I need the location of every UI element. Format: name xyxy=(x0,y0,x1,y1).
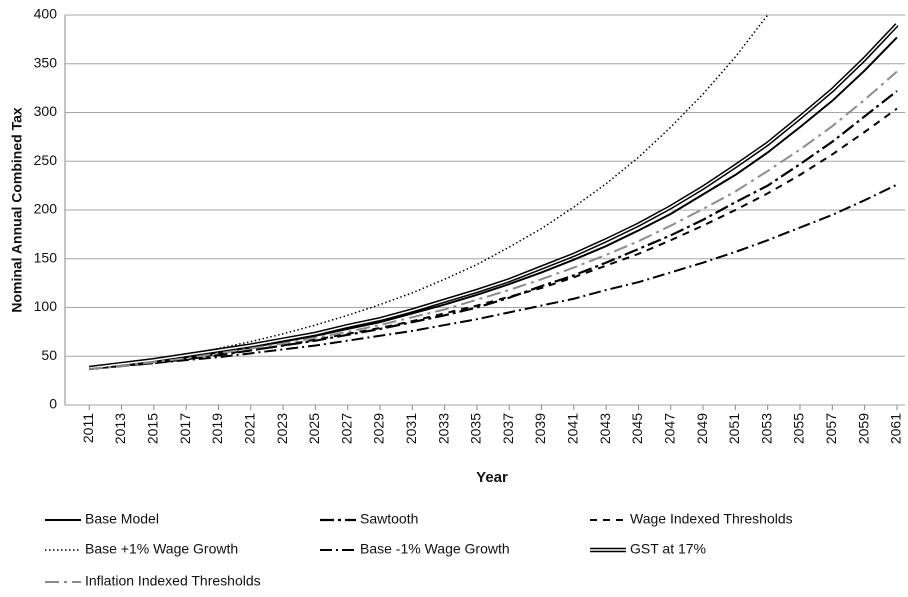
x-tick-label: 2027 xyxy=(338,413,354,444)
x-tick-label: 2025 xyxy=(306,413,322,444)
x-tick-label: 2041 xyxy=(565,413,581,444)
x-tick-label: 2037 xyxy=(500,413,516,444)
y-tick-label: 200 xyxy=(34,201,58,217)
series-line xyxy=(89,107,898,370)
plot-area xyxy=(88,15,899,371)
x-tick-label: 2019 xyxy=(209,413,225,444)
legend-label: Sawtooth xyxy=(360,511,418,527)
x-tick-label: 2021 xyxy=(241,413,257,444)
x-tick-label: 2053 xyxy=(758,413,774,444)
y-tick-label: 0 xyxy=(49,396,57,412)
x-tick-label: 2059 xyxy=(855,413,871,444)
series-line-inner xyxy=(89,24,898,369)
x-tick-label: 2031 xyxy=(403,413,419,444)
x-tick-label: 2047 xyxy=(661,413,677,444)
series-line xyxy=(89,183,898,370)
x-tick-label: 2043 xyxy=(597,413,613,444)
x-tick-label: 2023 xyxy=(274,413,290,444)
y-tick-label: 250 xyxy=(34,152,58,168)
x-tick-label: 2051 xyxy=(726,413,742,444)
legend-label: Inflation Indexed Thresholds xyxy=(85,573,261,589)
y-tick-label: 50 xyxy=(41,347,57,363)
series-line xyxy=(89,15,769,370)
series-line xyxy=(89,36,898,370)
series-line xyxy=(89,90,898,371)
x-tick-label: 2013 xyxy=(112,413,128,444)
x-tick-label: 2017 xyxy=(177,413,193,444)
legend-label: Base -1% Wage Growth xyxy=(360,541,510,557)
legend-label: GST at 17% xyxy=(630,541,706,557)
legend-label: Base Model xyxy=(85,511,159,527)
y-tick-label: 350 xyxy=(34,54,58,70)
legend-label: Base +1% Wage Growth xyxy=(85,541,238,557)
x-tick-label: 2035 xyxy=(468,413,484,444)
y-axis-title: Nominal Annual Combined Tax xyxy=(9,107,25,313)
legend-label: Wage Indexed Thresholds xyxy=(630,511,793,527)
x-axis-title: Year xyxy=(476,469,508,486)
x-tick-label: 2045 xyxy=(629,413,645,444)
y-tick-label: 100 xyxy=(34,298,58,314)
x-tick-label: 2049 xyxy=(694,413,710,444)
x-tick-label: 2011 xyxy=(80,413,96,443)
series-line xyxy=(89,70,898,370)
x-tick-label: 2029 xyxy=(371,413,387,444)
y-tick-label: 150 xyxy=(34,249,58,265)
x-tick-label: 2039 xyxy=(532,413,548,444)
x-tick-label: 2015 xyxy=(145,413,161,444)
y-tick-label: 400 xyxy=(34,6,58,22)
x-tick-label: 2061 xyxy=(888,413,904,444)
x-tick-label: 2033 xyxy=(435,413,451,444)
x-tick-label: 2057 xyxy=(823,413,839,444)
y-tick-label: 300 xyxy=(34,103,58,119)
x-tick-label: 2055 xyxy=(791,413,807,444)
